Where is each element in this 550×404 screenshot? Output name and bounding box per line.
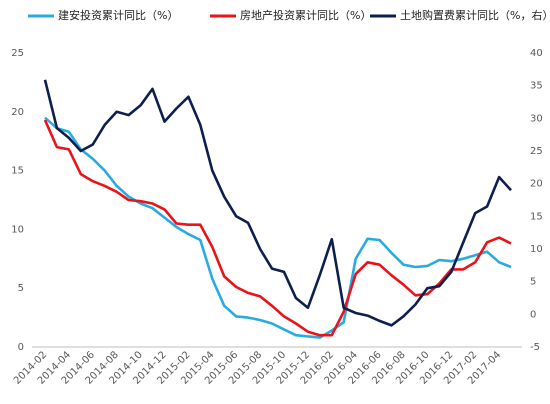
series-line [44,116,512,339]
legend-label: 土地购置费累计同比（%，右） [400,8,550,22]
y-tick-label: 15 [11,166,24,177]
y-tick-label: 5 [18,283,24,294]
y2-tick-label: 10 [530,244,543,255]
legend-label: 建安投资累计同比（%） [58,8,178,22]
y2-tick-label: 40 [530,48,543,59]
y2-tick-label: 5 [530,277,536,288]
series-line [43,119,512,337]
y2-tick-label: 20 [530,179,543,190]
legend-label: 房地产投资累计同比（%） [240,8,371,22]
y2-tick-label: 35 [530,81,543,92]
y2-tick-label: 25 [530,146,543,157]
y2-tick-label: 15 [530,211,543,222]
y-tick-label: 0 [18,342,24,353]
y-tick-label: 20 [11,107,24,118]
y-tick-label: 25 [11,48,24,59]
series-line [43,79,512,327]
y2-tick-label: -5 [530,342,540,353]
y-tick-label: 10 [11,224,24,235]
y2-tick-label: 0 [530,309,536,320]
y2-tick-label: 30 [530,113,543,124]
